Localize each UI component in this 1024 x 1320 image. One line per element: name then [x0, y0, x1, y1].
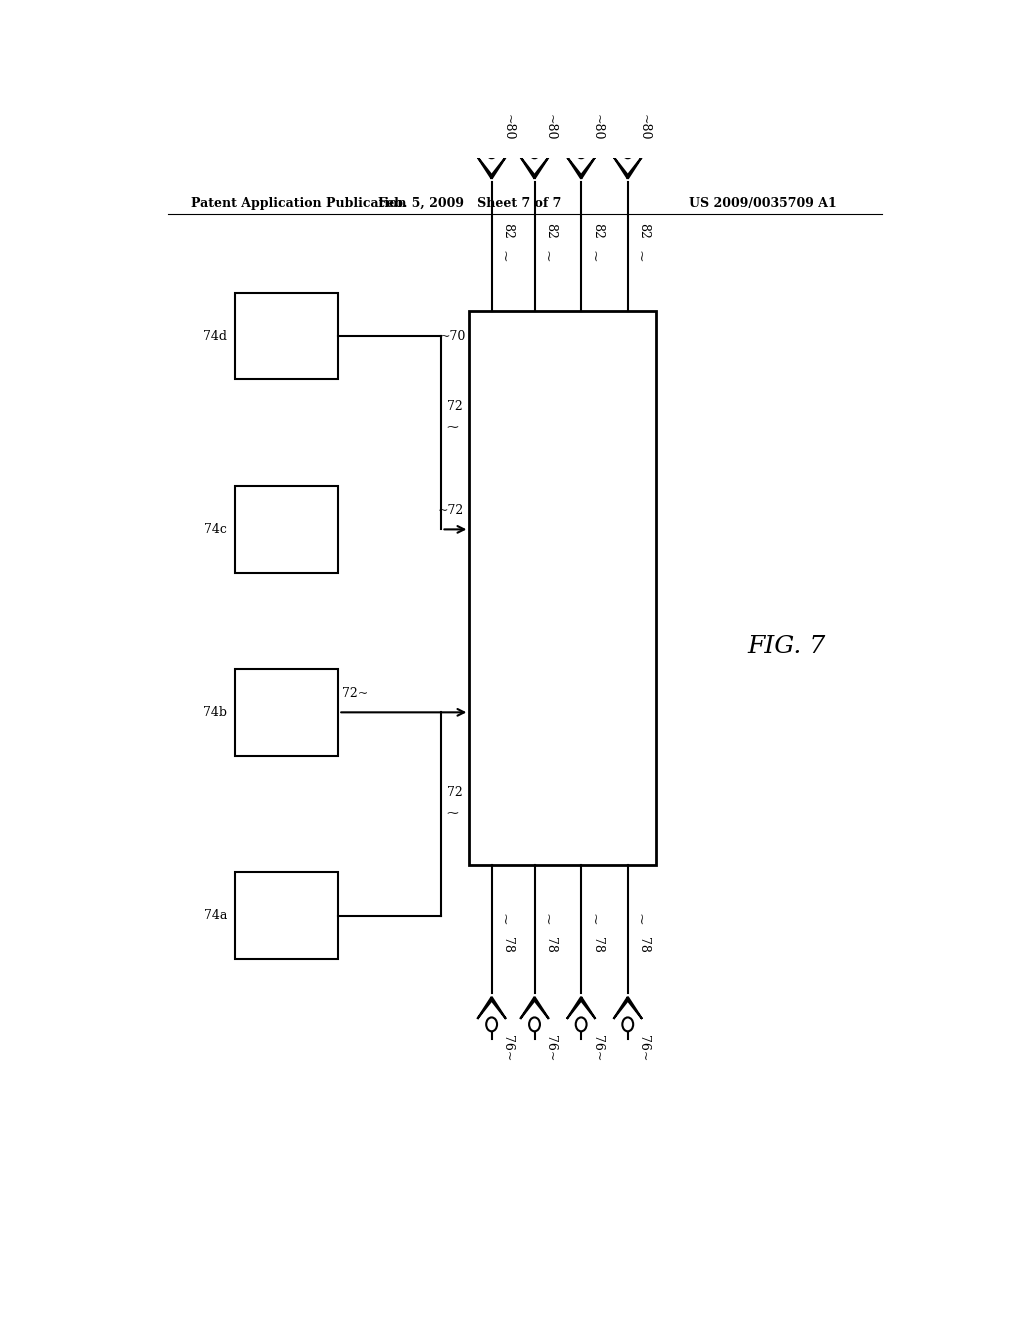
- Text: ~: ~: [539, 913, 553, 925]
- Text: 82: 82: [544, 223, 557, 239]
- Text: 76~: 76~: [544, 1035, 557, 1061]
- FancyBboxPatch shape: [236, 486, 338, 573]
- Text: ~: ~: [632, 913, 646, 925]
- Text: ~: ~: [539, 249, 553, 263]
- Text: 74c: 74c: [205, 523, 227, 536]
- Text: 72: 72: [447, 400, 463, 412]
- Text: US 2009/0035709 A1: US 2009/0035709 A1: [689, 197, 837, 210]
- Text: 78: 78: [591, 937, 604, 953]
- Text: 78: 78: [501, 937, 514, 953]
- Text: 78: 78: [637, 937, 650, 953]
- Text: 74a: 74a: [204, 909, 227, 923]
- Text: 82: 82: [591, 223, 604, 239]
- Text: 76~: 76~: [591, 1035, 604, 1061]
- Text: ~: ~: [496, 249, 510, 263]
- Text: 82: 82: [501, 223, 514, 239]
- Text: Patent Application Publication: Patent Application Publication: [191, 197, 407, 210]
- Text: ~: ~: [445, 417, 460, 434]
- Text: 76~: 76~: [501, 1035, 514, 1061]
- Text: ~80: ~80: [637, 115, 650, 141]
- Text: 72~: 72~: [342, 688, 369, 700]
- Text: 78: 78: [544, 937, 557, 953]
- Text: ~: ~: [585, 913, 599, 925]
- FancyBboxPatch shape: [469, 312, 655, 865]
- Text: ~80: ~80: [501, 115, 514, 141]
- Text: 74b: 74b: [203, 706, 227, 719]
- Text: 74d: 74d: [203, 330, 227, 343]
- Text: 72: 72: [447, 785, 463, 799]
- Text: ~: ~: [585, 249, 599, 263]
- Text: ~80: ~80: [544, 115, 557, 141]
- Text: 76~: 76~: [637, 1035, 650, 1061]
- Text: 82: 82: [637, 223, 650, 239]
- Text: ~80: ~80: [591, 115, 604, 141]
- FancyBboxPatch shape: [236, 293, 338, 379]
- Text: ~: ~: [445, 804, 460, 821]
- FancyBboxPatch shape: [236, 669, 338, 755]
- Text: ~: ~: [632, 249, 646, 263]
- Text: ~72: ~72: [437, 504, 464, 517]
- Text: ~: ~: [496, 913, 510, 925]
- Text: ~70: ~70: [439, 330, 466, 343]
- Text: Feb. 5, 2009   Sheet 7 of 7: Feb. 5, 2009 Sheet 7 of 7: [378, 197, 561, 210]
- FancyBboxPatch shape: [236, 873, 338, 958]
- Text: FIG. 7: FIG. 7: [748, 635, 825, 657]
